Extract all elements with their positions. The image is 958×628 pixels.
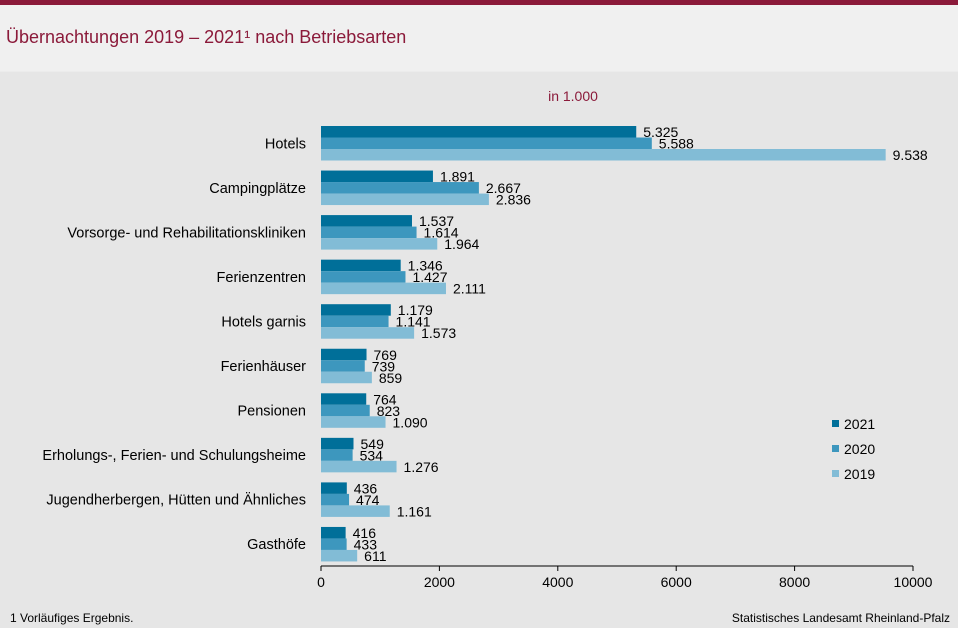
data-label: 1.964 bbox=[444, 236, 479, 252]
x-tick-label: 4000 bbox=[542, 574, 573, 590]
bar bbox=[321, 505, 390, 517]
bar bbox=[321, 327, 415, 339]
bar bbox=[321, 371, 372, 384]
bar bbox=[321, 304, 391, 316]
data-label: 5.325 bbox=[643, 124, 678, 140]
bar bbox=[321, 549, 358, 562]
data-label: 474 bbox=[356, 492, 380, 508]
bar bbox=[321, 360, 365, 372]
data-label: 1.346 bbox=[408, 258, 443, 274]
data-label: 433 bbox=[354, 536, 378, 552]
bar bbox=[321, 526, 346, 539]
x-tick-label: 0 bbox=[317, 574, 325, 590]
category-label: Jugendherbergen, Hütten und Ähnliches bbox=[46, 492, 306, 509]
plot-background bbox=[0, 72, 958, 628]
data-label: 2.111 bbox=[453, 281, 486, 297]
legend-swatch bbox=[832, 470, 839, 477]
category-label: Vorsorge- und Rehabilitationskliniken bbox=[67, 225, 306, 241]
data-label: 5.588 bbox=[659, 136, 694, 152]
legend-label: 2019 bbox=[844, 466, 875, 482]
bar bbox=[321, 282, 446, 295]
x-tick-label: 10000 bbox=[894, 574, 933, 590]
legend-label: 2020 bbox=[844, 441, 875, 457]
data-label: 416 bbox=[353, 525, 377, 541]
bar bbox=[321, 149, 886, 161]
bar bbox=[321, 538, 347, 550]
data-label: 1.141 bbox=[396, 314, 431, 330]
data-label: 2.667 bbox=[486, 180, 521, 196]
bar bbox=[321, 460, 397, 473]
data-label: 1.161 bbox=[397, 503, 432, 519]
data-label: 823 bbox=[377, 403, 401, 419]
bar bbox=[321, 493, 350, 506]
category-label: Hotels bbox=[265, 136, 306, 152]
bar bbox=[321, 226, 417, 239]
bar bbox=[321, 238, 438, 250]
legend-swatch bbox=[832, 420, 839, 427]
bar bbox=[321, 170, 433, 183]
bar bbox=[321, 315, 389, 328]
x-tick-label: 8000 bbox=[779, 574, 810, 590]
x-tick-label: 6000 bbox=[661, 574, 692, 590]
data-label: 436 bbox=[354, 480, 378, 496]
data-label: 1.614 bbox=[424, 225, 459, 241]
data-label: 1.573 bbox=[421, 325, 456, 341]
category-label: Ferienzentren bbox=[217, 270, 306, 286]
legend-swatch bbox=[832, 445, 839, 452]
bar bbox=[321, 404, 370, 417]
data-label: 1.891 bbox=[440, 169, 475, 185]
footnote: 1 Vorläufiges Ergebnis. bbox=[10, 611, 134, 625]
data-label: 1.090 bbox=[393, 414, 428, 430]
bar bbox=[321, 449, 353, 461]
data-label: 611 bbox=[364, 548, 387, 564]
bar bbox=[321, 437, 354, 450]
bar bbox=[321, 137, 652, 149]
chart-title: Übernachtungen 2019 – 2021¹ nach Betrieb… bbox=[6, 27, 407, 47]
data-label: 739 bbox=[372, 358, 396, 374]
bar bbox=[321, 182, 479, 194]
header: Übernachtungen 2019 – 2021¹ nach Betrieb… bbox=[0, 5, 958, 71]
bar bbox=[321, 193, 489, 206]
bar bbox=[321, 271, 406, 283]
x-tick-label: 2000 bbox=[424, 574, 455, 590]
data-label: 1.276 bbox=[404, 459, 439, 475]
data-label: 9.538 bbox=[893, 147, 928, 163]
data-label: 2.836 bbox=[496, 192, 531, 208]
bar bbox=[321, 215, 412, 227]
category-label: Erholungs-, Ferien- und Schulungsheime bbox=[42, 448, 306, 464]
category-label: Campingplätze bbox=[209, 181, 306, 197]
bar bbox=[321, 259, 401, 272]
category-label: Hotels garnis bbox=[221, 314, 306, 330]
bar bbox=[321, 482, 347, 494]
data-label: 859 bbox=[379, 370, 403, 386]
bar bbox=[321, 126, 637, 138]
unit-label: in 1.000 bbox=[548, 88, 598, 104]
legend-label: 2021 bbox=[844, 416, 875, 432]
source-note: Statistisches Landesamt Rheinland-Pfalz bbox=[731, 611, 950, 625]
data-label: 1.537 bbox=[419, 213, 454, 229]
bar bbox=[321, 416, 386, 428]
top-accent-bar bbox=[0, 0, 958, 5]
category-label: Gasthöfe bbox=[247, 537, 306, 553]
data-label: 769 bbox=[374, 347, 398, 363]
bar bbox=[321, 393, 367, 405]
category-label: Pensionen bbox=[237, 404, 306, 420]
bar bbox=[321, 348, 367, 361]
data-label: 534 bbox=[360, 447, 384, 463]
category-label: Ferienhäuser bbox=[221, 359, 307, 375]
data-label: 1.179 bbox=[398, 302, 433, 318]
data-label: 549 bbox=[361, 436, 385, 452]
data-label: 1.427 bbox=[412, 269, 447, 285]
data-label: 764 bbox=[373, 391, 397, 407]
